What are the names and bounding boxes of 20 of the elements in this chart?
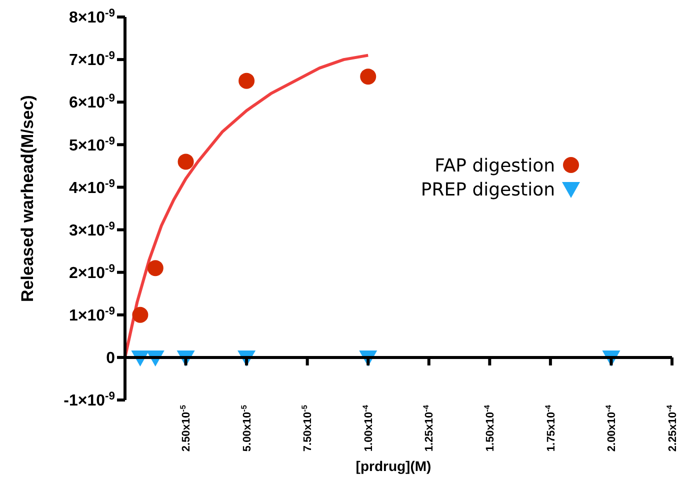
point	[147, 260, 164, 276]
y-tick-label: -1×10$^{-9}$	[64, 390, 115, 410]
point	[238, 72, 255, 89]
legend-label: PREP digestion	[420, 179, 555, 200]
x-axis-title: [prdrug](M)	[356, 458, 432, 474]
y-tick-label: 8×10$^{-9}$	[69, 8, 115, 27]
y-axis-title: Released warhead(M/sec)	[18, 95, 37, 302]
y-tick-label: 4×10$^{-9}$	[69, 178, 115, 197]
point	[360, 68, 376, 85]
line-series	[124, 54, 370, 359]
y-tick-label: 6×10$^{-9}$	[69, 92, 115, 112]
legend-label: FAP digestion	[434, 155, 555, 176]
point	[178, 154, 194, 170]
y-tick-label: 5×10$^{-9}$	[69, 135, 115, 154]
y-tick-label: 7×10$^{-9}$	[69, 50, 115, 70]
y-tick-label: 0	[106, 350, 116, 368]
point	[132, 306, 148, 323]
y-tick-label: 2×10$^{-9}$	[69, 262, 115, 282]
y-tick-label: 1×10$^{-9}$	[69, 305, 115, 324]
y-tick-label: 3×10$^{-9}$	[69, 220, 115, 240]
